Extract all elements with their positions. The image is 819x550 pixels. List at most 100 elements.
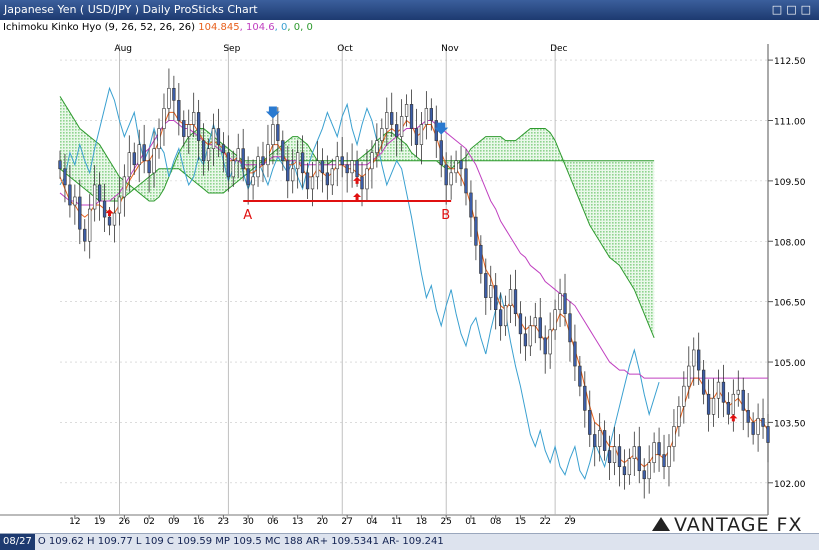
candle-body xyxy=(236,148,240,162)
candle-body xyxy=(568,313,572,343)
candle-body xyxy=(137,144,141,166)
candle-body xyxy=(187,124,191,137)
candle-body xyxy=(409,104,414,129)
candle-body xyxy=(449,172,453,186)
candle-body xyxy=(360,176,364,190)
candle-body xyxy=(563,293,567,315)
candle-body xyxy=(182,120,186,137)
candle-body xyxy=(607,450,612,463)
candle-body xyxy=(246,168,250,186)
plot-background xyxy=(0,36,819,533)
minimize-icon[interactable]: □ xyxy=(771,3,787,16)
candle-body xyxy=(617,446,622,467)
candle-body xyxy=(102,200,107,218)
candle-body xyxy=(751,422,755,435)
candle-body xyxy=(88,208,92,242)
candle-body xyxy=(731,393,736,415)
candle-body xyxy=(588,410,592,435)
restore-icon[interactable]: □ xyxy=(786,3,801,16)
candle-body xyxy=(68,184,72,206)
up-arrow-icon xyxy=(105,209,114,214)
candle-body xyxy=(97,184,102,202)
vantage-logo-icon xyxy=(652,517,670,531)
close-icon[interactable]: □ xyxy=(800,3,815,16)
candle-body xyxy=(464,168,468,194)
candle-body xyxy=(489,285,493,298)
candle-body xyxy=(122,176,127,198)
x-tick-label: 26 xyxy=(119,517,131,527)
candle-body xyxy=(276,124,280,141)
x-tick-label: 11 xyxy=(391,517,402,527)
candle-body xyxy=(162,108,166,129)
window-controls[interactable]: □□□ xyxy=(772,0,815,20)
candle-body xyxy=(578,365,582,387)
kijun-line xyxy=(59,119,768,379)
y-tick-label: 111.00 xyxy=(774,117,806,127)
candle-body xyxy=(538,317,542,339)
x-tick-label: 20 xyxy=(317,517,329,527)
month-label: Dec xyxy=(550,44,567,54)
indicator-values: 104.845, 104.6, 0, 0, 0 xyxy=(198,22,313,33)
indicator-params: (9, 26, 52, 26, 26) xyxy=(104,22,196,33)
candle-body xyxy=(548,329,552,355)
candle-body xyxy=(201,140,206,162)
up-arrow-stem xyxy=(731,418,735,422)
indicator-legend[interactable]: Ichimoku Kinko Hyo (9, 26, 52, 26, 26) 1… xyxy=(0,20,763,36)
candle-body xyxy=(315,160,320,178)
candle-body xyxy=(256,156,260,178)
candle-body xyxy=(107,216,112,226)
candle-body xyxy=(395,124,399,137)
candle-body xyxy=(429,108,433,121)
candle-body xyxy=(494,285,498,310)
candle-body xyxy=(92,184,97,210)
y-tick-label: 109.50 xyxy=(774,178,806,188)
candle-body xyxy=(647,462,651,480)
candle-body xyxy=(508,289,513,306)
indicator-value: , 0 xyxy=(300,22,313,33)
candle-body xyxy=(726,401,731,415)
candle-body xyxy=(736,389,740,395)
indicator-value: , 104.6 xyxy=(239,22,275,33)
candle-body xyxy=(419,124,424,145)
x-tick-label: 09 xyxy=(168,517,180,527)
candle-body xyxy=(667,446,671,467)
candle-body xyxy=(83,228,87,242)
candle-body xyxy=(513,289,518,315)
x-tick-label: 12 xyxy=(69,517,80,527)
candle-body xyxy=(241,148,245,170)
month-label: Nov xyxy=(441,44,459,54)
candle-body xyxy=(642,470,646,480)
up-arrow-icon xyxy=(353,176,362,181)
candle-body xyxy=(78,196,82,230)
brand-text: VANTAGE FX xyxy=(674,514,803,536)
candle-body xyxy=(459,160,463,170)
candle-body xyxy=(632,446,636,459)
up-arrow-icon xyxy=(353,192,362,197)
candle-body xyxy=(380,128,384,141)
candle-body xyxy=(281,140,285,162)
candle-body xyxy=(404,104,409,117)
brand-logo: VANTAGE FX xyxy=(652,514,803,536)
y-tick-label: 108.00 xyxy=(774,238,806,248)
candle-body xyxy=(231,160,235,178)
candle-body xyxy=(439,140,443,166)
up-arrow-icon xyxy=(729,414,738,419)
x-tick-label: 01 xyxy=(465,517,476,527)
candle-body xyxy=(375,140,379,153)
candle-body xyxy=(167,87,171,109)
candle-body xyxy=(721,381,726,403)
candle-body xyxy=(593,434,597,447)
annotation-label: A xyxy=(243,208,252,223)
chart-title: Japanese Yen ( USD/JPY ) Daily ProSticks… xyxy=(4,3,258,16)
annotation-label: B xyxy=(441,208,450,223)
candle-body xyxy=(216,128,221,145)
candle-body xyxy=(479,244,483,274)
indicator-name: Ichimoku Kinko Hyo xyxy=(3,22,102,33)
up-arrow-stem xyxy=(355,180,359,184)
candle-body xyxy=(553,309,557,331)
candle-body xyxy=(637,446,641,472)
candle-body xyxy=(345,164,349,174)
month-label: Aug xyxy=(114,44,132,54)
candle-body xyxy=(761,418,765,427)
